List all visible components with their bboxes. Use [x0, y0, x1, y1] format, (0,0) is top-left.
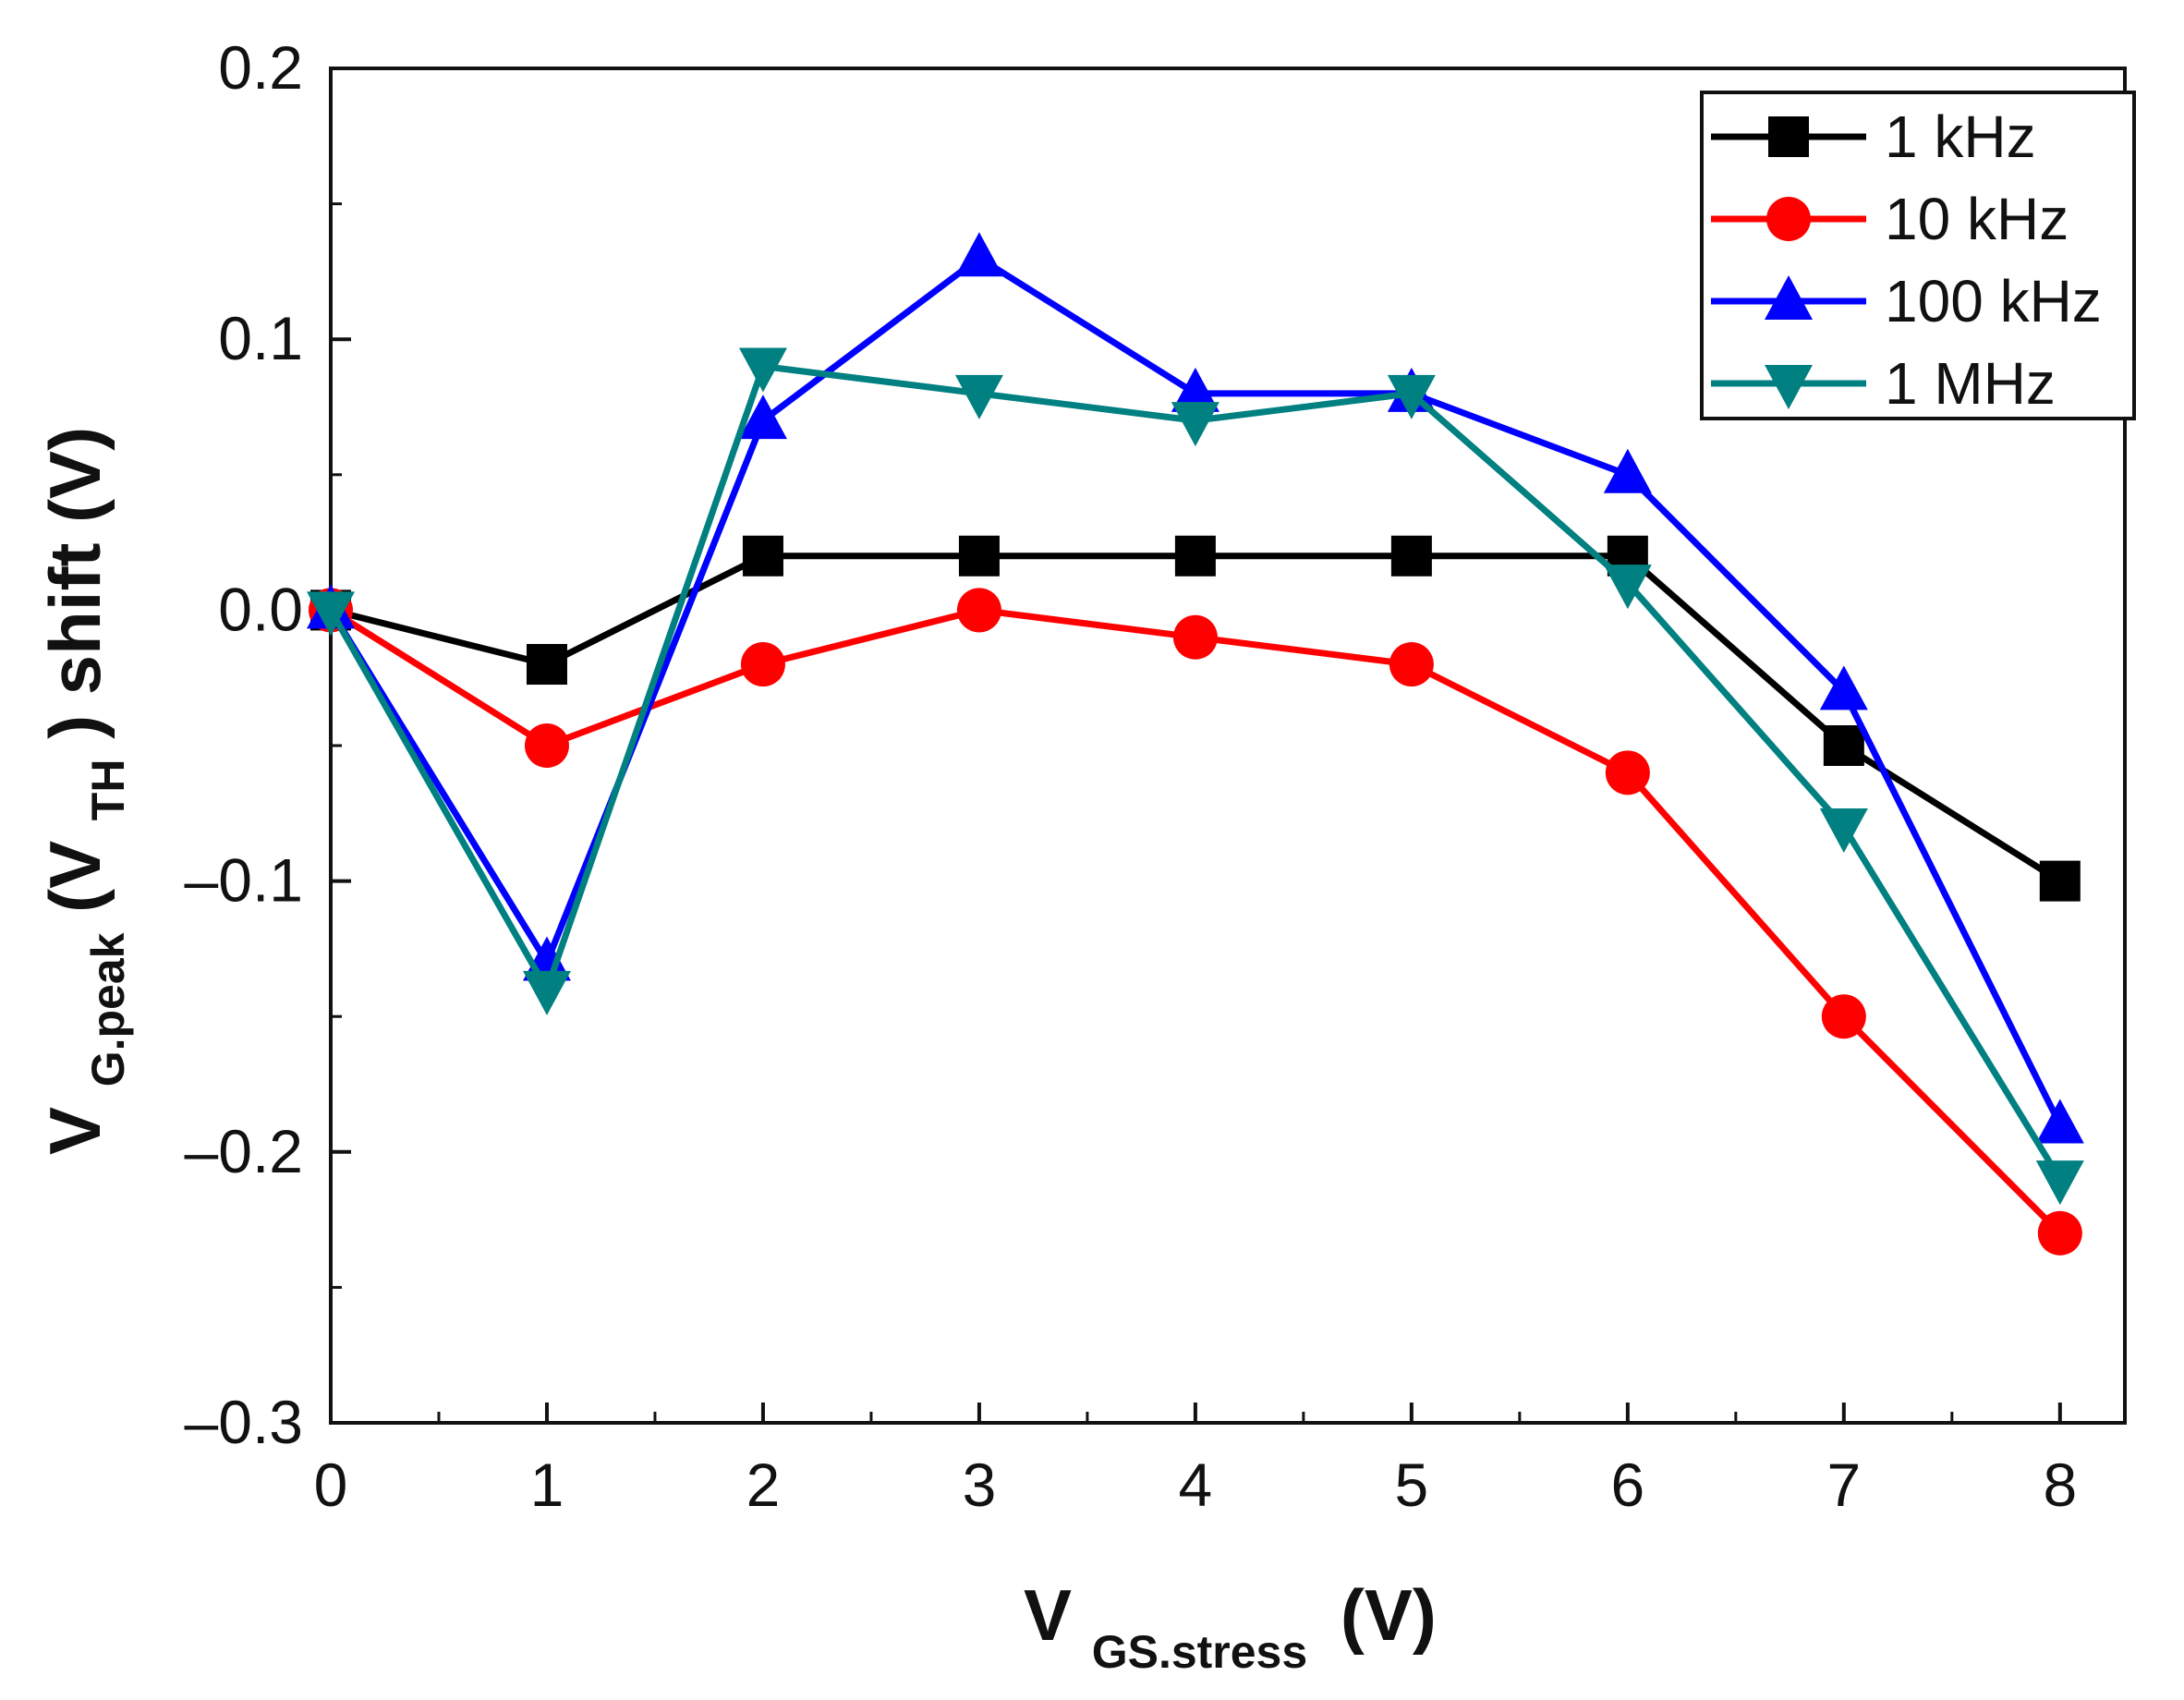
data-point — [738, 395, 787, 440]
y-tick-label: –0.1 — [185, 846, 303, 915]
x-tick-label: 8 — [2043, 1451, 2077, 1519]
data-point — [956, 588, 1001, 633]
y-tick-label: 0.2 — [218, 33, 303, 102]
data-point — [1819, 665, 1868, 710]
data-point — [1171, 402, 1219, 447]
series-layer — [307, 232, 2084, 1256]
x-tick-label: 6 — [1610, 1451, 1644, 1519]
legend-item: 10 kHz — [1711, 186, 2069, 252]
x-axis: 0 1 2 3 4 5 6 7 8 — [314, 1402, 2077, 1519]
legend-item: 1 MHz — [1711, 350, 2056, 417]
series-1-mhz — [307, 347, 2084, 1206]
y-axis-title-main: V — [34, 1107, 115, 1155]
data-point — [954, 374, 1003, 419]
y-tick-label: –0.2 — [185, 1117, 303, 1185]
y-tick-label: –0.3 — [185, 1388, 303, 1456]
x-tick-label: 7 — [1826, 1451, 1861, 1519]
series-10-khz — [309, 588, 2082, 1256]
data-point — [1172, 614, 1218, 660]
data-point — [522, 970, 571, 1015]
x-axis-title-sub: GS.stress — [1092, 1626, 1307, 1678]
legend-label: 10 kHz — [1885, 186, 2069, 252]
legend-item: 1 kHz — [1711, 103, 2036, 170]
data-point — [958, 535, 1000, 577]
data-point — [1174, 535, 1216, 577]
y-axis-title-sub2: TH — [82, 759, 134, 821]
x-tick-label: 2 — [746, 1451, 781, 1519]
legend: 1 kHz 10 kHz 100 kHz 1 MHz — [1700, 91, 2136, 420]
data-point — [1387, 374, 1436, 419]
y-tick-label: 0.1 — [218, 304, 303, 372]
x-axis-title-main: V — [1024, 1574, 1072, 1656]
data-point — [1603, 448, 1652, 493]
legend-marker — [1768, 116, 1809, 157]
x-tick-label: 4 — [1179, 1451, 1213, 1519]
y-axis-title-sub1: G.peak — [82, 932, 134, 1087]
data-point — [1171, 367, 1219, 412]
y-axis-title-end: ) shift (V) — [34, 427, 115, 739]
legend-marker — [1765, 275, 1813, 320]
legend-label: 1 kHz — [1885, 103, 2036, 170]
legend-item: 100 kHz — [1711, 268, 2102, 334]
data-point — [740, 642, 785, 687]
data-point — [954, 232, 1003, 277]
legend-label: 1 MHz — [1885, 350, 2056, 417]
data-point — [2035, 1160, 2084, 1206]
data-point — [524, 723, 569, 768]
data-point — [2035, 1099, 2084, 1144]
data-point — [742, 535, 783, 577]
data-point — [1819, 808, 1868, 853]
x-axis-title: V GS.stress (V) — [1024, 1574, 1437, 1683]
legend-marker — [1766, 197, 1811, 241]
data-point — [738, 347, 787, 393]
data-point — [526, 644, 567, 686]
x-tick-label: 0 — [314, 1451, 348, 1519]
data-point — [1821, 994, 1866, 1039]
y-axis-title: V G.peak (V TH ) shift (V) — [34, 427, 140, 1155]
series-1-khz — [310, 535, 2081, 902]
x-tick-label: 1 — [530, 1451, 564, 1519]
y-axis: 0.2 0.1 0.0 –0.1 –0.2 –0.3 — [185, 33, 351, 1456]
data-point — [307, 591, 355, 637]
x-tick-label: 3 — [963, 1451, 997, 1519]
y-tick-label: 0.0 — [218, 575, 303, 643]
data-point — [1390, 535, 1432, 577]
legend-label: 100 kHz — [1885, 268, 2102, 334]
y-axis-title-mid: (V — [34, 841, 115, 913]
data-point — [1605, 750, 1650, 795]
data-point — [1603, 565, 1652, 610]
data-point — [2037, 1210, 2082, 1256]
data-point — [1389, 642, 1434, 687]
x-axis-title-unit: (V) — [1341, 1574, 1437, 1656]
data-point — [2039, 860, 2081, 902]
x-tick-label: 5 — [1395, 1451, 1429, 1519]
data-point — [1823, 725, 1864, 766]
legend-marker — [1765, 365, 1813, 409]
